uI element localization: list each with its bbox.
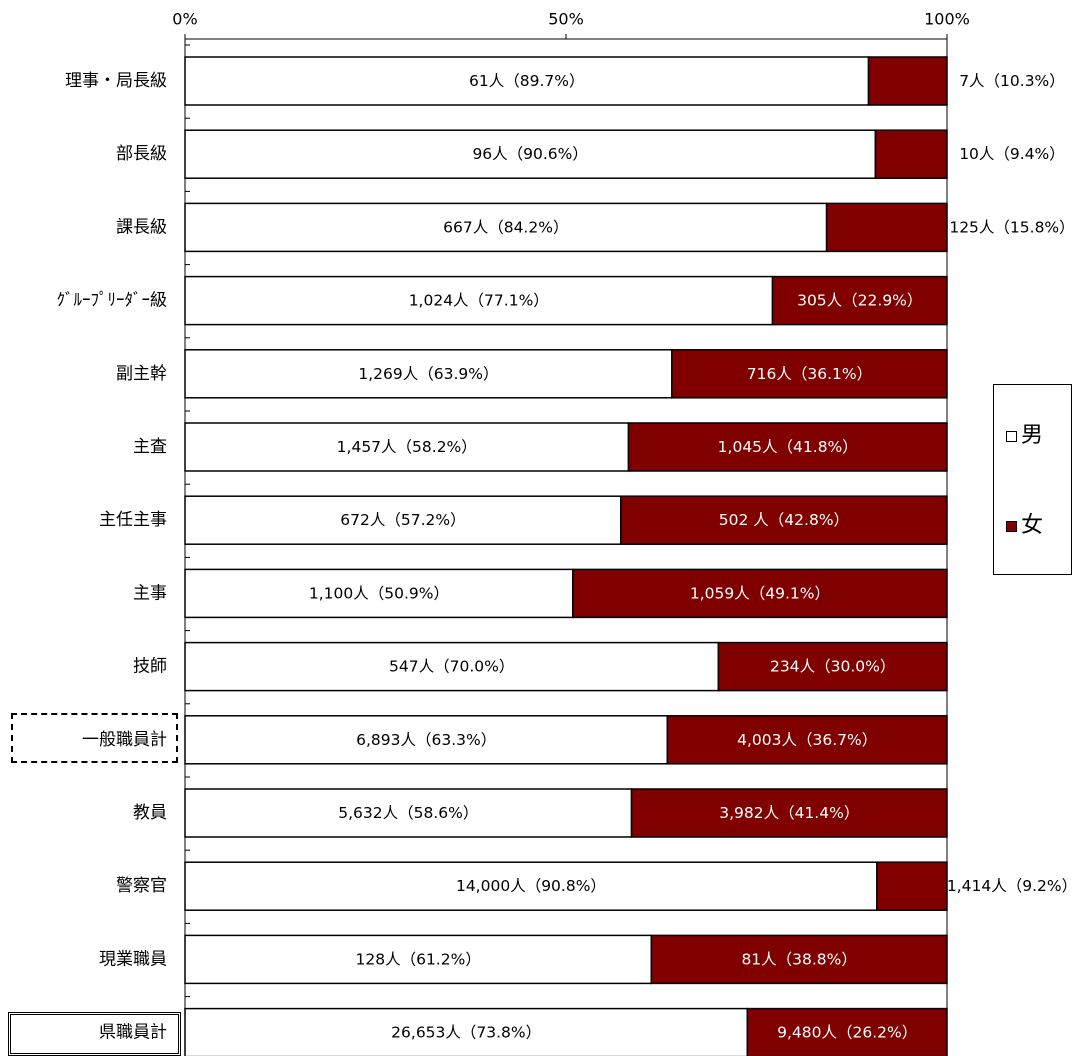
bar-female (874, 129, 948, 179)
data-label-male: 128人（61.2%） (356, 950, 481, 968)
category-label: 県職員計 (99, 1023, 167, 1043)
bar-male (184, 568, 574, 619)
category-label: 理事・局長級 (65, 71, 167, 91)
bar-male (184, 275, 774, 326)
bar-male (184, 715, 669, 765)
data-label-female: 7人（10.3%） (959, 72, 1065, 90)
category-label: 課長級 (116, 217, 167, 237)
bar-female (620, 495, 948, 545)
bar-female (746, 1007, 948, 1056)
bar-male (184, 349, 673, 399)
category-box-double (8, 1012, 181, 1056)
category-label: 副主幹 (116, 363, 167, 384)
data-label-female: 125人（15.8%） (949, 218, 1074, 236)
data-label-male: 1,457人（58.2%） (337, 438, 477, 456)
bar-female (717, 641, 948, 692)
data-label-male: 6,893人（63.3%） (356, 731, 496, 749)
data-label-male: 1,100人（50.9%） (309, 584, 449, 602)
data-label-female: 9,480人（26.2%） (777, 1024, 917, 1042)
data-label-male: 61人（89.7%） (469, 72, 584, 90)
data-label-female: 1,414人（9.2%） (947, 877, 1077, 895)
data-label-male: 26,653人（73.8%） (391, 1024, 541, 1042)
bar-male (184, 788, 633, 838)
legend-item-female: 女 (1006, 513, 1043, 539)
category-box-dashed (11, 713, 178, 763)
bar-male (184, 56, 870, 106)
bar-female (666, 715, 948, 765)
category-label: 主事 (133, 583, 167, 603)
data-label-male: 547人（70.0%） (389, 658, 514, 676)
legend-label-male: 男 (1021, 423, 1044, 448)
data-label-female: 305人（22.9%） (797, 292, 922, 310)
x-tick-label: 100% (924, 10, 970, 29)
legend: 男 女 (993, 384, 1072, 575)
legend-label-female: 女 (1021, 513, 1044, 538)
bar-female (627, 422, 948, 472)
legend-swatch-female (1006, 520, 1017, 532)
legend-item-male: 男 (1006, 423, 1043, 449)
category-label: 一般職員計 (82, 730, 167, 750)
data-label-male: 1,269人（63.9%） (358, 365, 498, 383)
bar-male (184, 202, 828, 253)
category-label: 主査 (133, 437, 167, 457)
x-tick-label: 0% (172, 10, 197, 29)
x-tick-label: 50% (548, 10, 584, 29)
data-label-female: 81人（38.8%） (741, 950, 856, 968)
data-label-female: 1,045人（41.8%） (718, 438, 858, 456)
data-label-male: 96人（90.6%） (472, 145, 587, 163)
category-label: ｸﾞﾙｰﾌﾟﾘｰﾀﾞｰ級 (57, 291, 168, 311)
bar-male (184, 129, 877, 179)
bar-male (184, 861, 878, 911)
bar-female (630, 788, 948, 838)
data-label-female: 3,982人（41.4%） (719, 804, 859, 822)
data-label-female: 4,003人（36.7%） (737, 731, 877, 749)
data-label-female: 234人（30.0%） (770, 658, 895, 676)
data-label-male: 5,632人（58.6%） (338, 804, 478, 822)
data-label-female: 502 人（42.8%） (719, 511, 849, 529)
bar-male (184, 495, 622, 545)
category-label: 教員 (133, 803, 167, 823)
bar-female (867, 56, 948, 106)
bar-female (572, 568, 948, 619)
data-label-male: 14,000人（90.8%） (456, 877, 606, 895)
category-label: 技師 (133, 657, 167, 677)
data-label-female: 1,059人（49.1%） (690, 584, 830, 602)
category-label: 現業職員 (99, 949, 167, 969)
data-label-male: 672人（57.2%） (340, 511, 465, 529)
legend-swatch-male (1006, 430, 1017, 442)
bar-female (650, 934, 948, 985)
data-label-male: 667人（84.2%） (443, 218, 568, 236)
data-label-female: 716人（36.1%） (747, 365, 872, 383)
data-label-female: 10人（9.4%） (959, 145, 1065, 163)
data-label-male: 1,024人（77.1%） (409, 292, 549, 310)
category-label: 部長級 (116, 144, 167, 164)
bar-female (671, 349, 948, 399)
bar-female (771, 275, 948, 326)
bar-female (876, 861, 948, 911)
bar-male (184, 641, 720, 692)
category-label: 主任主事 (99, 510, 167, 530)
bar-male (184, 1007, 749, 1056)
bar-female (825, 202, 948, 253)
category-label: 警察官 (116, 876, 167, 896)
